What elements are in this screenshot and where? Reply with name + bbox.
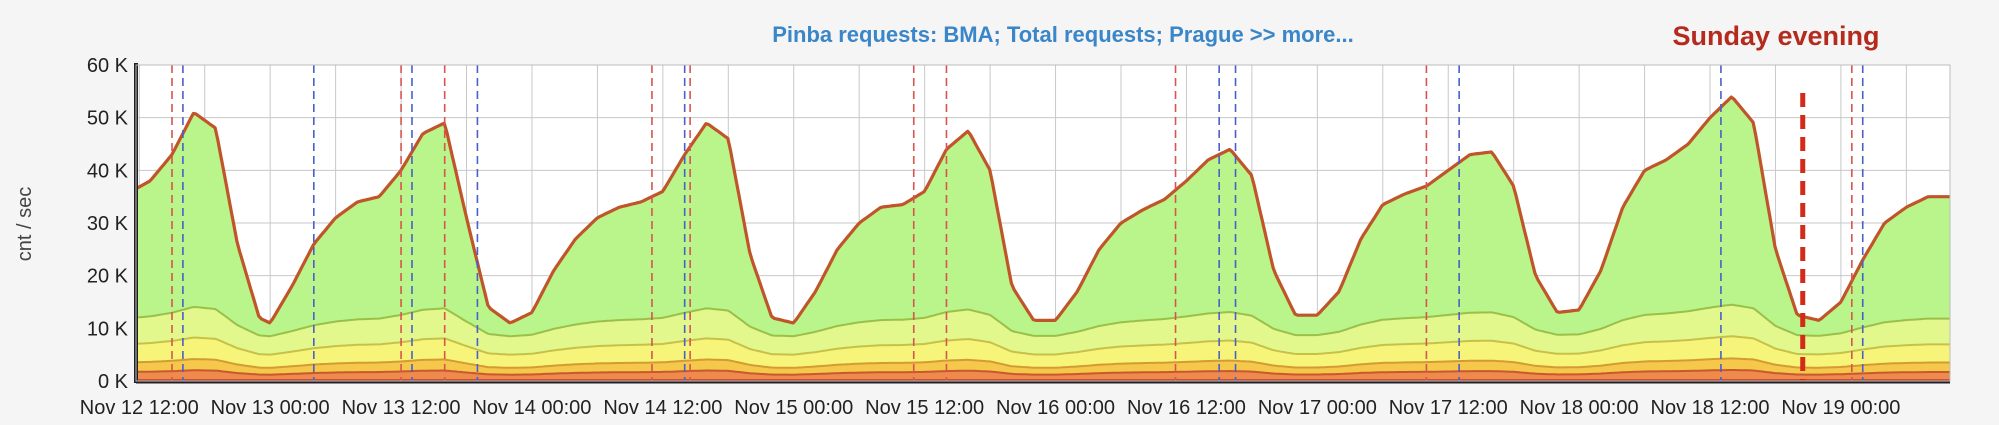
x-tick-label: Nov 18 00:00 [1520, 397, 1639, 419]
y-tick-label: 50 K [87, 108, 129, 130]
x-tick-label: Nov 13 00:00 [211, 397, 330, 419]
series-line-layer [135, 303, 1950, 338]
x-tick-label: Nov 16 00:00 [996, 397, 1115, 419]
x-tick-label: Nov 15 12:00 [865, 397, 984, 419]
chart-title-link[interactable]: Pinba requests: BMA; Total requests; Pra… [772, 22, 1354, 47]
series-line-layer [135, 369, 1950, 376]
plot-border [135, 64, 1951, 382]
total-line [135, 95, 1950, 325]
x-tick-label: Nov 16 12:00 [1127, 397, 1246, 419]
series-line-layer [135, 357, 1950, 369]
x-tick-label: Nov 13 12:00 [342, 397, 461, 419]
x-tick-label: Nov 14 12:00 [603, 397, 722, 419]
sunday-evening-annotation: Sunday evening [1672, 21, 1879, 51]
x-tick-label: Nov 12 12:00 [80, 397, 199, 419]
y-tick-label: 20 K [87, 266, 129, 288]
y-axis-label: cnt / sec [14, 187, 36, 261]
y-tick-labels: 0 K 10 K 20 K 30 K 40 K 50 K 60 K [87, 55, 129, 393]
total-area [136, 97, 1950, 381]
event-markers [171, 65, 1864, 381]
axes [134, 63, 1951, 384]
x-tick-label: Nov 19 00:00 [1781, 397, 1900, 419]
y-tick-label: 60 K [87, 55, 129, 77]
series-line-layer [135, 335, 1950, 356]
x-tick-label: Nov 14 00:00 [472, 397, 591, 419]
x-tick-label: Nov 18 12:00 [1651, 397, 1770, 419]
series-areas [135, 95, 1950, 381]
x-tick-label: Nov 15 00:00 [734, 397, 853, 419]
y-tick-label: 0 K [98, 371, 129, 393]
y-tick-label: 30 K [87, 213, 129, 235]
y-tick-label: 40 K [87, 160, 129, 182]
x-tick-label: Nov 17 00:00 [1258, 397, 1377, 419]
x-tick-label: Nov 17 12:00 [1389, 397, 1508, 419]
y-tick-label: 10 K [87, 318, 129, 340]
x-tick-labels: Nov 12 12:00 Nov 13 00:00 Nov 13 12:00 Nov … [80, 397, 1901, 419]
